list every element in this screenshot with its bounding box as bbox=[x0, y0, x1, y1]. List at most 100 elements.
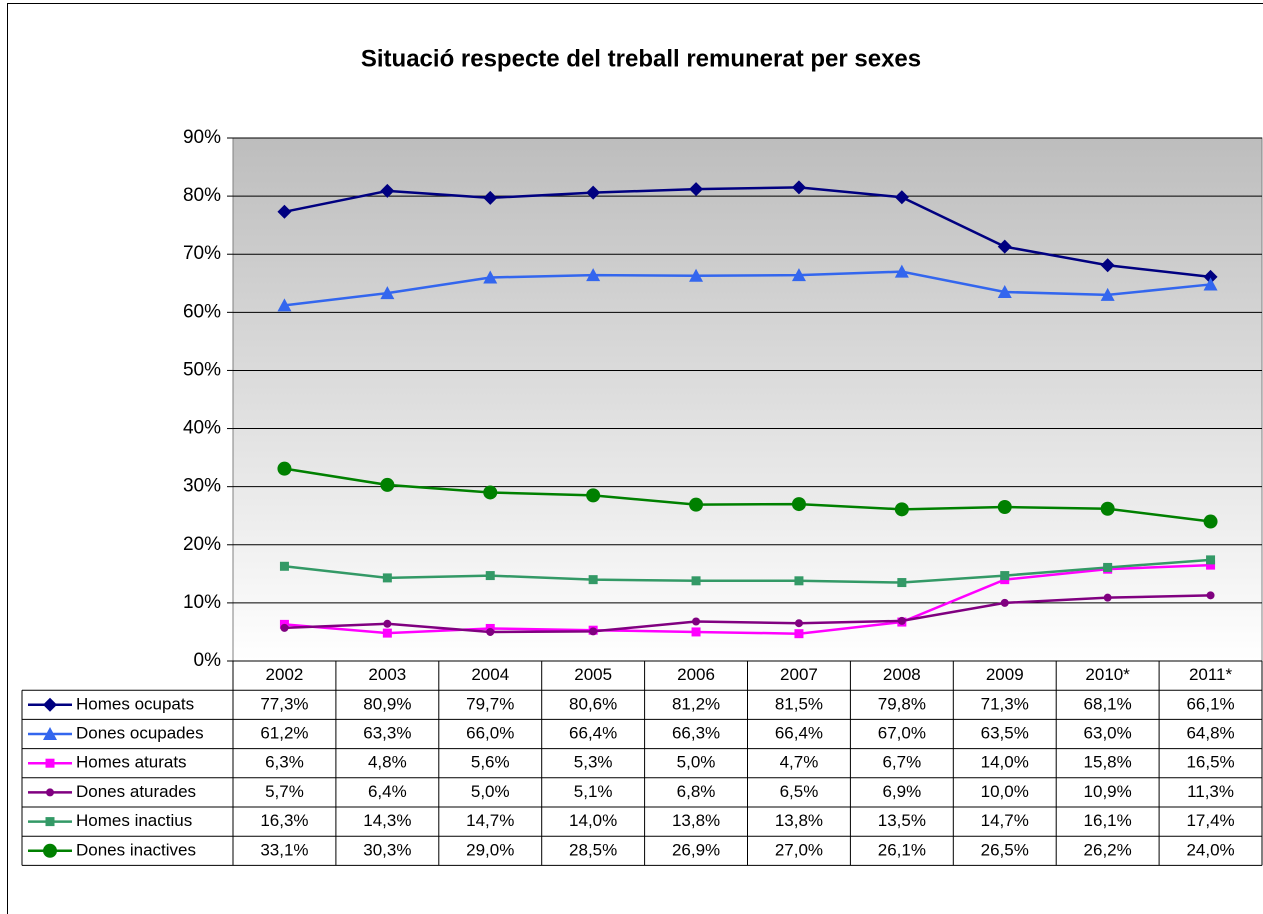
y-tick-label: 0% bbox=[194, 650, 222, 671]
y-tick-label: 90% bbox=[183, 127, 221, 148]
table-value: 71,3% bbox=[981, 694, 1029, 713]
table-value: 11,3% bbox=[1187, 782, 1234, 801]
table-value: 77,3% bbox=[260, 694, 308, 713]
series-line bbox=[284, 186, 1211, 279]
marker bbox=[586, 488, 601, 503]
y-tick-label: 20% bbox=[183, 534, 221, 555]
plot-area bbox=[232, 137, 1263, 662]
table-value: 5,0% bbox=[471, 782, 510, 801]
x-tick-label: 2010* bbox=[1085, 665, 1130, 684]
y-tick-label: 50% bbox=[183, 359, 221, 380]
marker bbox=[1206, 560, 1216, 570]
chart-title: Situació respecte del treball remunerat … bbox=[361, 45, 921, 72]
table-value: 10,0% bbox=[981, 782, 1029, 801]
legend-label: Homes ocupats bbox=[76, 694, 194, 713]
table-value: 30,3% bbox=[363, 840, 411, 859]
marker bbox=[382, 628, 392, 638]
y-tick-label: 80% bbox=[183, 185, 221, 206]
marker bbox=[589, 627, 598, 636]
x-tick-label: 2004 bbox=[471, 665, 509, 684]
marker bbox=[43, 843, 57, 858]
table-value: 79,7% bbox=[466, 694, 514, 713]
table-value: 6,5% bbox=[780, 782, 819, 801]
table-value: 17,4% bbox=[1186, 811, 1234, 830]
legend-label: Homes inactius bbox=[76, 811, 192, 830]
marker bbox=[43, 727, 57, 740]
x-tick-label: 2003 bbox=[368, 665, 406, 684]
marker bbox=[1000, 598, 1009, 607]
table-value: 6,7% bbox=[882, 753, 921, 772]
table-value: 5,7% bbox=[265, 782, 304, 801]
marker bbox=[483, 270, 498, 284]
x-tick-label: 2007 bbox=[780, 665, 818, 684]
marker bbox=[277, 204, 292, 219]
marker bbox=[586, 185, 601, 200]
table-value: 33,1% bbox=[260, 840, 308, 859]
table-value: 13,8% bbox=[672, 811, 720, 830]
table-value: 79,8% bbox=[878, 694, 926, 713]
marker bbox=[791, 497, 806, 512]
table-value: 61,2% bbox=[260, 723, 308, 742]
table-value: 63,3% bbox=[363, 723, 411, 742]
table-value: 5,1% bbox=[574, 782, 613, 801]
marker bbox=[279, 561, 289, 571]
marker bbox=[1206, 591, 1215, 600]
table-value: 5,3% bbox=[574, 753, 613, 772]
table-value: 13,8% bbox=[775, 811, 823, 830]
table-value: 10,9% bbox=[1084, 782, 1132, 801]
marker bbox=[1203, 514, 1218, 529]
marker bbox=[689, 497, 704, 512]
marker bbox=[689, 268, 704, 282]
table-value: 66,4% bbox=[569, 723, 617, 742]
marker bbox=[794, 619, 803, 628]
table-value: 14,7% bbox=[981, 811, 1029, 830]
marker bbox=[277, 298, 292, 312]
y-tick-label: 70% bbox=[183, 243, 221, 264]
marker bbox=[1103, 562, 1113, 572]
marker bbox=[586, 268, 601, 282]
series-line bbox=[284, 563, 1211, 635]
table-value: 64,8% bbox=[1186, 723, 1234, 742]
marker bbox=[277, 461, 292, 476]
table-value: 13,5% bbox=[878, 811, 926, 830]
marker bbox=[997, 284, 1012, 298]
table-value: 80,6% bbox=[569, 694, 617, 713]
marker bbox=[997, 500, 1012, 515]
table-value: 14,7% bbox=[466, 811, 514, 830]
marker bbox=[380, 477, 395, 492]
x-tick-label: 2006 bbox=[677, 665, 715, 684]
series-line bbox=[284, 594, 1211, 634]
marker bbox=[380, 286, 395, 300]
table-value: 26,1% bbox=[878, 840, 926, 859]
table-value: 63,0% bbox=[1084, 723, 1132, 742]
marker bbox=[791, 180, 806, 195]
marker bbox=[689, 182, 704, 197]
marker bbox=[380, 183, 395, 198]
marker bbox=[791, 268, 806, 282]
table-value: 66,1% bbox=[1186, 694, 1234, 713]
x-tick-label: 2005 bbox=[574, 665, 612, 684]
table-value: 6,4% bbox=[368, 782, 407, 801]
table-value: 5,6% bbox=[471, 753, 510, 772]
table-value: 26,5% bbox=[981, 840, 1029, 859]
marker bbox=[897, 578, 907, 588]
table-value: 26,9% bbox=[672, 840, 720, 859]
marker bbox=[45, 817, 55, 827]
table-value: 14,3% bbox=[363, 811, 411, 830]
marker bbox=[46, 788, 54, 797]
x-tick-label: 2002 bbox=[266, 665, 304, 684]
table-value: 15,8% bbox=[1084, 753, 1132, 772]
marker bbox=[1103, 593, 1112, 602]
table-value: 81,5% bbox=[775, 694, 823, 713]
marker bbox=[691, 576, 701, 586]
table-value: 16,5% bbox=[1186, 753, 1234, 772]
marker bbox=[1100, 258, 1115, 273]
table-value: 27,0% bbox=[775, 840, 823, 859]
y-tick-label: 30% bbox=[183, 476, 221, 497]
marker bbox=[894, 264, 909, 278]
marker bbox=[1203, 277, 1218, 291]
marker bbox=[45, 758, 55, 768]
marker bbox=[486, 627, 495, 636]
marker bbox=[794, 576, 804, 586]
